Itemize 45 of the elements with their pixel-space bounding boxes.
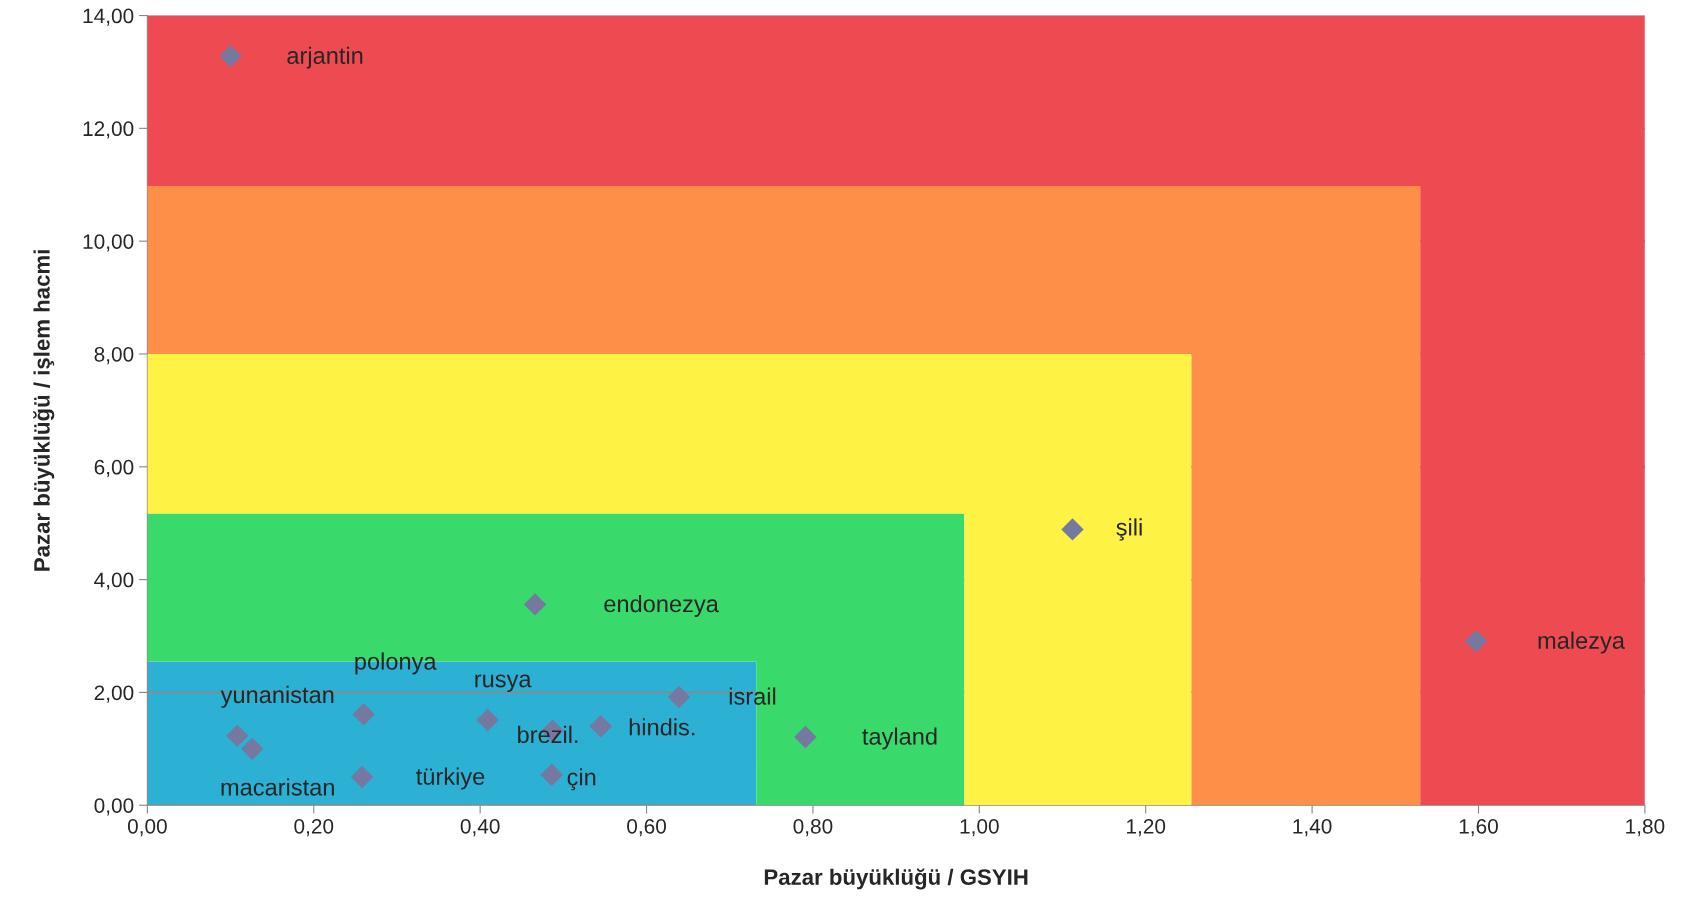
annotation: yunanistan (220, 685, 334, 708)
annotation: şili (1116, 518, 1142, 541)
x-tick-label: 1,80 (1626, 818, 1665, 837)
annotation: türkiye (416, 767, 485, 790)
y-tick-label: 10,00 (83, 234, 134, 252)
annotation: tayland (862, 727, 937, 750)
annotation: hindis. (629, 718, 695, 736)
y-tick-label: 14,00 (83, 8, 134, 26)
x-tick-label: 0,60 (627, 818, 666, 837)
y-tick-label: 6,00 (94, 459, 134, 478)
point (476, 708, 499, 732)
annotation: brezil. (518, 725, 578, 744)
x-tick-label: 0,80 (793, 818, 833, 837)
y-tick-label: 12,00 (83, 121, 134, 139)
annotation: malezya (1538, 631, 1625, 654)
point (226, 724, 249, 748)
point (794, 725, 817, 749)
x-tick-label: 1,20 (1127, 818, 1166, 837)
x-tick-label: 0,00 (127, 818, 167, 837)
point (540, 763, 563, 786)
x-tick-label: 1,60 (1459, 818, 1498, 837)
y-tick-label: 8,00 (94, 346, 134, 365)
point (219, 44, 242, 68)
annotation: macaristan (221, 778, 334, 796)
x-tick-label: 1,00 (960, 818, 999, 837)
annotation: rusya (475, 674, 532, 693)
annotation: çin (567, 768, 596, 791)
point (1061, 518, 1084, 541)
x-tick-label: 0,40 (460, 818, 500, 837)
point (589, 715, 612, 738)
x-axis-title: Pazar büyüklüğü / GSYIH (764, 868, 1028, 890)
point (1464, 629, 1488, 653)
point (241, 737, 264, 761)
x-tick-label: 0,20 (294, 818, 334, 837)
annotation: endonezya (604, 594, 719, 617)
point (523, 593, 547, 616)
point (352, 703, 375, 726)
y-tick-label: 2,00 (94, 685, 134, 703)
y-tick-label: 4,00 (94, 572, 134, 590)
point (667, 685, 691, 709)
y-axis-title: Pazar büyüklüğü / işlem hacmi (33, 250, 55, 571)
x-tick-label: 1,40 (1293, 818, 1332, 837)
annotation: arjantin (287, 46, 363, 69)
point (350, 765, 374, 789)
y-tick-label: 0,00 (94, 798, 134, 816)
